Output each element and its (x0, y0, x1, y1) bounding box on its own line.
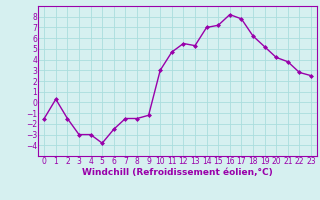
X-axis label: Windchill (Refroidissement éolien,°C): Windchill (Refroidissement éolien,°C) (82, 168, 273, 177)
